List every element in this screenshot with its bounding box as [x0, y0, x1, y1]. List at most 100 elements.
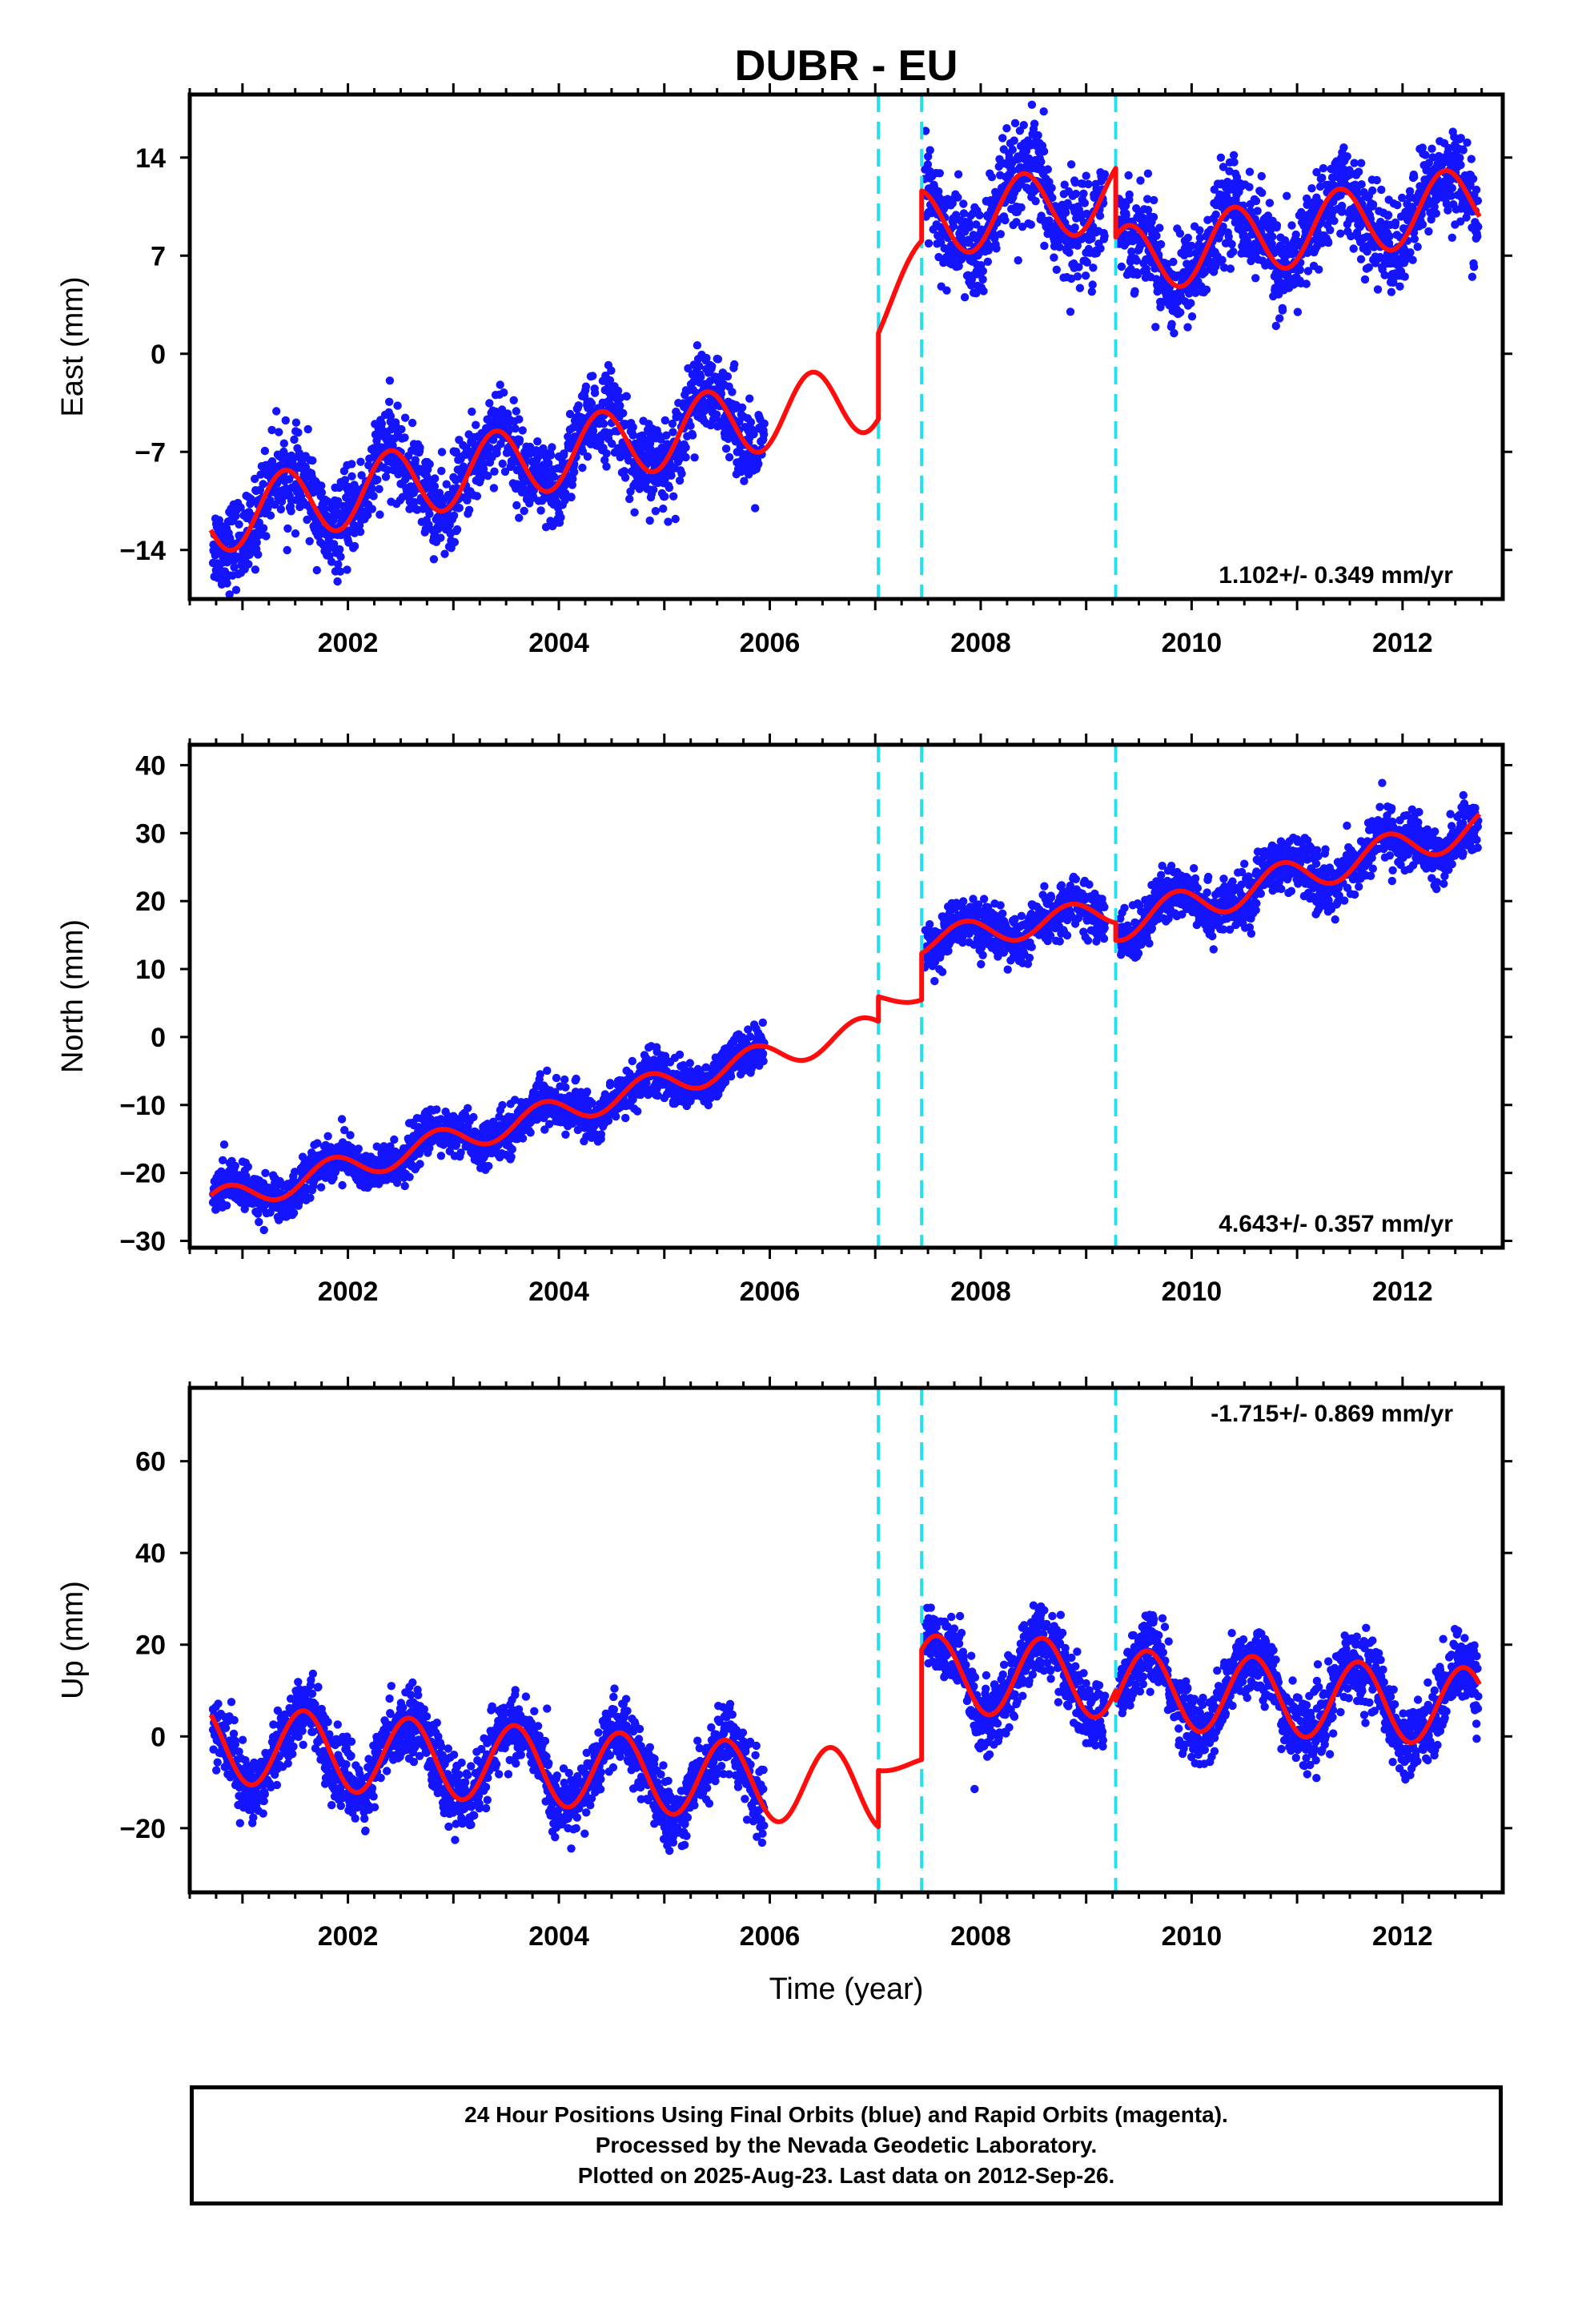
- east-data-point: [1040, 241, 1049, 251]
- east-data-point: [251, 474, 259, 484]
- north-plot-area: [208, 745, 1483, 1248]
- east-data-point: [669, 492, 678, 501]
- east-data-point: [1227, 239, 1236, 249]
- east-data-point: [567, 493, 576, 501]
- east-data-point: [244, 560, 253, 569]
- east-data-point: [408, 418, 417, 428]
- east-data-point: [262, 532, 271, 541]
- east-data-point: [624, 456, 633, 465]
- east-data-point: [287, 507, 295, 516]
- east-data-point: [1218, 255, 1227, 264]
- east-data-point: [416, 443, 424, 452]
- east-data-point: [745, 394, 754, 403]
- east-data-point: [281, 416, 290, 425]
- east-data-point: [1136, 176, 1145, 185]
- east-ytick-label: 0: [151, 340, 166, 370]
- east-data-point: [725, 452, 734, 462]
- east-xtick-label: 2006: [740, 628, 801, 658]
- east-data-point: [1253, 207, 1262, 215]
- east-data-point: [515, 415, 524, 424]
- east-data-point: [588, 426, 598, 436]
- east-data-point: [659, 505, 668, 513]
- east-data-point: [1257, 171, 1267, 181]
- east-data-point: [1026, 220, 1036, 229]
- east-data-point: [367, 483, 376, 493]
- east-data-point: [1216, 153, 1226, 162]
- east-data-point: [436, 533, 445, 542]
- east-data-point: [400, 433, 409, 442]
- east-data-point: [954, 170, 963, 179]
- east-data-point: [1318, 173, 1327, 183]
- east-data-point: [578, 463, 587, 472]
- east-data-point: [1324, 238, 1333, 247]
- east-data-point: [1034, 131, 1042, 140]
- east-data-point: [231, 585, 241, 594]
- east-data-point: [276, 505, 286, 514]
- east-data-point: [622, 392, 631, 401]
- east-data-point: [924, 239, 934, 248]
- north-data-point: [400, 1181, 409, 1191]
- east-data-point: [381, 472, 391, 481]
- east-data-point: [1075, 283, 1085, 292]
- east-data-point: [662, 431, 671, 440]
- east-data-point: [385, 397, 394, 406]
- east-data-point: [386, 412, 396, 420]
- east-data-point: [333, 577, 342, 586]
- east-data-point: [987, 172, 997, 182]
- east-data-point: [336, 553, 345, 561]
- north-data-point: [561, 1130, 570, 1140]
- east-data-point: [959, 199, 968, 208]
- east-data-point: [628, 431, 637, 440]
- east-data-point: [565, 409, 575, 419]
- east-data-point: [661, 416, 669, 425]
- east-data-point: [1395, 282, 1404, 291]
- east-data-point: [1047, 183, 1056, 192]
- east-data-point: [723, 372, 733, 381]
- east-data-point: [665, 483, 674, 493]
- east-data-point: [1337, 201, 1347, 211]
- east-data-point: [548, 443, 556, 452]
- north-data-point: [543, 1066, 552, 1076]
- east-data-point: [308, 456, 317, 465]
- east-data-point: [1017, 203, 1026, 212]
- east-data-point: [1472, 185, 1481, 195]
- east-data-point: [574, 401, 583, 410]
- east-data-points: [208, 100, 1483, 599]
- east-data-point: [616, 401, 624, 410]
- north-data-point: [518, 1134, 528, 1143]
- east-data-point: [1421, 151, 1430, 159]
- east-data-point: [259, 524, 268, 533]
- east-data-point: [290, 435, 299, 444]
- north-data-point: [572, 1074, 580, 1084]
- east-data-point: [509, 396, 518, 404]
- east-data-point: [1169, 257, 1178, 267]
- north-data-point: [338, 1180, 347, 1190]
- east-data-point: [1393, 200, 1402, 210]
- east-data-point: [369, 492, 378, 501]
- east-data-point: [754, 460, 763, 468]
- east-data-point: [1183, 323, 1192, 332]
- east-data-point: [367, 505, 376, 513]
- east-data-point: [1089, 263, 1098, 272]
- east-data-point: [1071, 189, 1081, 199]
- north-data-point: [612, 1112, 620, 1121]
- east-data-point: [960, 293, 970, 302]
- east-data-point: [590, 388, 600, 397]
- east-data-point: [375, 485, 383, 493]
- east-data-point: [1339, 143, 1348, 152]
- east-data-point: [275, 428, 283, 436]
- east-data-point: [1410, 235, 1419, 243]
- east-data-point: [225, 590, 234, 599]
- east-data-point: [1431, 209, 1441, 218]
- east-data-point: [702, 353, 711, 363]
- east-data-point: [677, 469, 686, 478]
- east-data-point: [695, 362, 704, 371]
- east-data-point: [254, 550, 263, 559]
- east-data-point: [1410, 172, 1419, 182]
- east-data-point: [1251, 196, 1261, 206]
- east-ytick-label: −14: [119, 536, 166, 566]
- east-data-point: [1418, 220, 1427, 229]
- east-data-point: [1183, 233, 1193, 243]
- east-data-point: [425, 460, 434, 468]
